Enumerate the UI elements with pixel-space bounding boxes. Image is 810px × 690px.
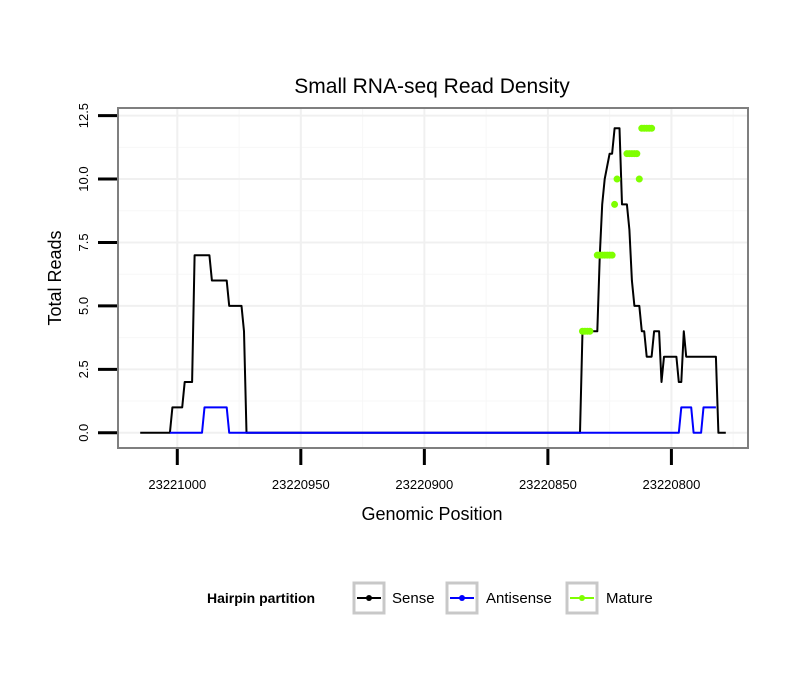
y-axis: 0.0 2.5 5.0 7.5 10.0 12.5 [76, 103, 118, 442]
y-tick-label: 2.5 [76, 360, 91, 378]
x-tick-label: 23220850 [519, 477, 577, 492]
y-tick-label: 7.5 [76, 233, 91, 251]
legend-item-mature: Mature [565, 581, 653, 615]
chart-title: Small RNA-seq Read Density [294, 75, 570, 98]
y-tick-label: 5.0 [76, 297, 91, 315]
legend: Hairpin partition Sense Antisense Mature [207, 581, 653, 615]
x-tick-label: 23220950 [272, 477, 330, 492]
legend-point-antisense [459, 595, 465, 601]
mature-point [613, 175, 621, 183]
legend-item-antisense: Antisense [445, 581, 552, 615]
mature-point [608, 251, 616, 259]
y-tick-label: 0.0 [76, 424, 91, 442]
mature-point [635, 175, 643, 183]
sense-series-line [140, 127, 726, 434]
series-layer [140, 124, 726, 434]
mature-point [611, 200, 619, 208]
x-axis-label: Genomic Position [361, 504, 502, 524]
legend-title: Hairpin partition [207, 590, 315, 606]
antisense-series-line [169, 406, 716, 434]
mature-point [648, 124, 656, 132]
legend-label-antisense: Antisense [486, 590, 552, 607]
plot-border [117, 107, 749, 449]
y-axis-label: Total Reads [45, 230, 65, 325]
legend-point-sense [366, 595, 372, 601]
x-tick-label: 23220800 [642, 477, 700, 492]
y-tick-label: 12.5 [76, 103, 91, 128]
plot-background [118, 108, 748, 448]
mature-point [633, 150, 641, 158]
legend-item-sense: Sense [352, 581, 435, 615]
y-tick-label: 10.0 [76, 166, 91, 191]
legend-label-sense: Sense [392, 590, 435, 607]
legend-label-mature: Mature [606, 590, 653, 607]
legend-point-mature [579, 595, 585, 601]
x-axis: 23221000 23220950 23220900 23220850 23220800 [148, 448, 700, 492]
mature-point [586, 327, 594, 335]
x-tick-label: 23220900 [395, 477, 453, 492]
x-tick-label: 23221000 [148, 477, 206, 492]
